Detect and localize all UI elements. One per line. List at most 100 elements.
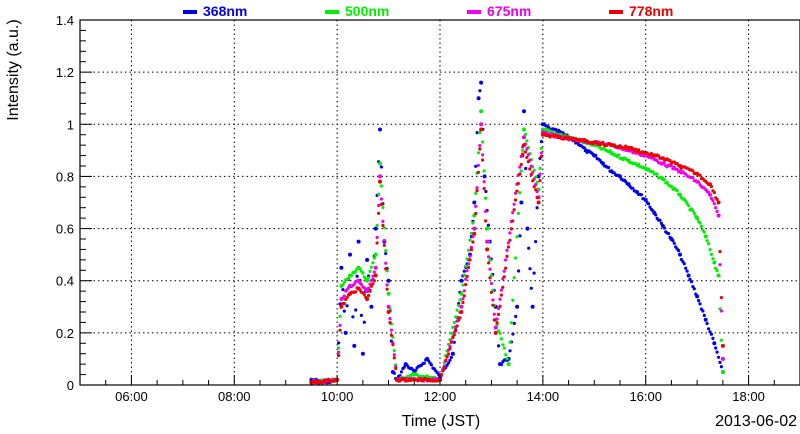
data-point bbox=[634, 147, 638, 151]
legend-label: 778nm bbox=[629, 3, 673, 19]
data-point bbox=[691, 169, 695, 173]
x-tick-label: 12:00 bbox=[424, 389, 457, 404]
data-point bbox=[538, 166, 542, 170]
data-point bbox=[703, 234, 708, 239]
data-point bbox=[475, 189, 479, 193]
data-point bbox=[487, 261, 491, 265]
data-point bbox=[709, 332, 714, 336]
data-point bbox=[525, 155, 529, 159]
y-tick-label: 0.4 bbox=[56, 274, 74, 289]
data-point bbox=[499, 362, 503, 367]
legend-swatch bbox=[609, 10, 623, 14]
data-point bbox=[719, 338, 724, 342]
data-point bbox=[637, 148, 641, 152]
data-point bbox=[375, 241, 379, 245]
data-point bbox=[519, 200, 524, 205]
data-point bbox=[672, 241, 676, 245]
data-point bbox=[375, 223, 379, 228]
data-point bbox=[341, 283, 345, 287]
data-point bbox=[439, 372, 443, 377]
data-point bbox=[501, 343, 505, 347]
data-point bbox=[392, 349, 396, 353]
data-point bbox=[691, 176, 695, 180]
data-point bbox=[705, 321, 709, 326]
data-point bbox=[684, 266, 688, 270]
data-point bbox=[514, 256, 518, 260]
data-point bbox=[486, 223, 490, 227]
data-point bbox=[671, 239, 675, 243]
data-point bbox=[692, 287, 696, 291]
data-point bbox=[501, 285, 505, 289]
data-point bbox=[709, 252, 714, 256]
data-point bbox=[518, 172, 522, 176]
data-point bbox=[485, 239, 490, 244]
data-point bbox=[485, 247, 490, 252]
data-point bbox=[321, 380, 325, 385]
data-point bbox=[479, 80, 484, 85]
data-point bbox=[481, 158, 485, 162]
data-point bbox=[342, 302, 346, 306]
data-point bbox=[455, 308, 459, 312]
data-point bbox=[509, 321, 513, 325]
data-point bbox=[720, 343, 725, 348]
data-point bbox=[718, 250, 722, 254]
x-axis-title: Time (JST) bbox=[402, 413, 481, 430]
data-point bbox=[712, 190, 716, 195]
data-point bbox=[367, 293, 371, 298]
data-point bbox=[526, 160, 531, 164]
data-point bbox=[369, 265, 373, 269]
data-point bbox=[522, 135, 526, 140]
data-point bbox=[709, 184, 714, 189]
data-point bbox=[458, 298, 462, 302]
data-point bbox=[689, 280, 694, 284]
data-point bbox=[365, 289, 370, 294]
data-point bbox=[702, 313, 706, 317]
data-point bbox=[437, 372, 441, 376]
data-point bbox=[504, 266, 508, 270]
series-778nm bbox=[309, 127, 725, 385]
data-point bbox=[462, 273, 466, 277]
data-point bbox=[373, 226, 378, 231]
data-point bbox=[665, 180, 669, 184]
data-point bbox=[384, 261, 388, 265]
data-point bbox=[449, 355, 453, 359]
data-point bbox=[719, 296, 724, 300]
axis-ticks: 06:00 08:00 10:00 12:00 14:00 16:00 18:00 0 0.2 0… bbox=[56, 13, 800, 404]
data-point bbox=[369, 304, 374, 309]
data-point bbox=[675, 167, 679, 171]
data-point bbox=[720, 370, 725, 374]
data-point bbox=[711, 336, 715, 340]
data-point bbox=[505, 254, 509, 258]
data-point bbox=[354, 269, 358, 273]
data-point bbox=[654, 213, 658, 217]
data-point bbox=[465, 257, 469, 261]
data-point bbox=[498, 304, 502, 308]
data-point bbox=[524, 166, 528, 171]
data-point bbox=[538, 172, 542, 176]
data-point bbox=[337, 341, 341, 345]
data-point bbox=[489, 281, 493, 286]
data-point bbox=[504, 258, 508, 262]
data-point bbox=[472, 231, 477, 236]
y-axis-title: Intensity (a.u.) bbox=[5, 19, 22, 120]
data-point bbox=[529, 172, 533, 177]
legend-swatch bbox=[325, 10, 339, 14]
data-point bbox=[472, 200, 477, 205]
data-point bbox=[478, 89, 482, 93]
data-point bbox=[452, 333, 456, 337]
data-point bbox=[462, 289, 466, 293]
data-point bbox=[519, 162, 523, 167]
data-point bbox=[342, 309, 346, 313]
data-point bbox=[669, 184, 674, 189]
data-point bbox=[373, 265, 378, 270]
data-point bbox=[464, 283, 468, 287]
data-point bbox=[715, 209, 719, 213]
grid-lines bbox=[80, 20, 800, 385]
data-point bbox=[539, 140, 544, 144]
x-tick-label: 10:00 bbox=[321, 389, 354, 404]
data-point bbox=[381, 219, 385, 223]
data-point bbox=[339, 304, 344, 309]
data-point bbox=[445, 355, 449, 359]
data-point bbox=[506, 245, 510, 249]
data-point bbox=[469, 248, 473, 252]
